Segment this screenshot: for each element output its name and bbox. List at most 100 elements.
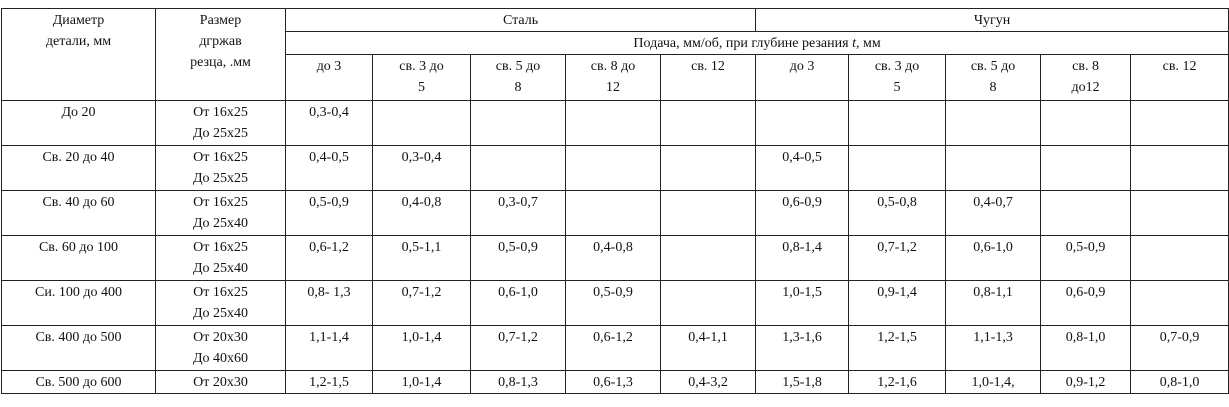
table-row: До 20 От 16x25 До 25x25 0,3-0,4 bbox=[1, 100, 1229, 146]
table-cell: 0,8-1,0 bbox=[1130, 370, 1229, 394]
table-cell: 0,9-1,4 bbox=[848, 280, 947, 326]
table-cell bbox=[565, 100, 661, 146]
header-cell: св. 8 до12 bbox=[1040, 54, 1132, 101]
table-cell: 0,8-1,3 bbox=[470, 370, 566, 394]
table-cell: 0,6-1,2 bbox=[565, 325, 661, 371]
cell-line: дгржав bbox=[199, 34, 242, 49]
table-row: Св. 20 до 40 От 16x25 До 25x25 0,4-0,5 0,3-0… bbox=[1, 145, 1229, 191]
table-cell: 1,0-1,4, bbox=[945, 370, 1042, 394]
table-cell: 0,4-1,1 bbox=[659, 325, 757, 371]
table-cell: 0,8- 1,3 bbox=[285, 280, 373, 326]
table-cell: От 16x25 До 25x25 bbox=[155, 145, 286, 191]
cell-line: Размер bbox=[199, 13, 242, 28]
table-cell: 0,4-3,2 bbox=[659, 370, 757, 394]
feed-table: Диаметр детали, мм Размер дгржав резца, .мм С… bbox=[1, 8, 1229, 394]
table-cell: Св. 40 до 60 bbox=[1, 190, 156, 236]
table-cell: 0,8-1,0 bbox=[1040, 325, 1132, 371]
table-cell: Си. 100 до 400 bbox=[1, 280, 156, 326]
table-cell: 0,4-0,5 bbox=[755, 145, 850, 191]
table-row: Си. 100 до 400 От 16x25 До 25x40 0,8- 1,3 0,… bbox=[1, 280, 1229, 326]
table-cell bbox=[848, 145, 947, 191]
table-cell bbox=[470, 145, 566, 191]
table-cell bbox=[659, 235, 757, 281]
cell-line: До 25x40 bbox=[192, 261, 249, 276]
header-cell: св. 12 bbox=[1130, 54, 1229, 101]
table-cell: 1,0-1,5 bbox=[755, 280, 850, 326]
header-cell: св. 8 до 12 bbox=[565, 54, 661, 101]
table-cell: 0,5-0,9 bbox=[1040, 235, 1132, 281]
table-cell: От 16x25 До 25x40 bbox=[155, 280, 286, 326]
cell-line: От 16x25 bbox=[193, 150, 248, 165]
table-cell bbox=[945, 100, 1042, 146]
cell-line: До 40x60 bbox=[192, 351, 249, 366]
header-row: Подача, мм/об, при глубине резания t, мм bbox=[2, 31, 1229, 55]
table-cell bbox=[1130, 145, 1229, 191]
table-cell bbox=[1040, 145, 1132, 191]
table-cell: 1,0-1,4 bbox=[372, 370, 471, 394]
cell-line: св. 5 до bbox=[970, 59, 1016, 74]
cell-line: св. 5 до bbox=[495, 59, 541, 74]
table-cell: 0,5-0,8 bbox=[848, 190, 947, 236]
table-cell: 1,1-1,4 bbox=[285, 325, 373, 371]
table-row: Св. 400 до 500 От 20x30 До 40x60 1,1-1,4 1,0… bbox=[1, 325, 1229, 371]
table-cell: 0,6-1,3 bbox=[565, 370, 661, 394]
header-cell: св. 3 до 5 bbox=[372, 54, 471, 101]
table-cell bbox=[659, 145, 757, 191]
table-cell: От 16x25 До 25x40 bbox=[155, 190, 286, 236]
cell-line: св. 8 bbox=[1072, 59, 1099, 74]
table-cell: 1,2-1,5 bbox=[285, 370, 373, 394]
table-cell: 0,8-1,4 bbox=[755, 235, 850, 281]
cell-line: До 25x25 bbox=[192, 171, 249, 186]
table-cell: От 20x30 bbox=[155, 370, 286, 394]
table-cell bbox=[1040, 190, 1132, 236]
table-cell: 0,5-1,1 bbox=[372, 235, 471, 281]
table-row: Св. 60 до 100 От 16x25 До 25x40 0,6-1,2 0,5-… bbox=[1, 235, 1229, 281]
header-cell: Диаметр детали, мм bbox=[1, 8, 156, 101]
table-cell bbox=[945, 145, 1042, 191]
cell-line: 5 bbox=[418, 80, 425, 95]
table-cell bbox=[1130, 235, 1229, 281]
table-cell: 1,1-1,3 bbox=[945, 325, 1042, 371]
header-text: , мм bbox=[855, 36, 881, 51]
table-cell bbox=[1040, 100, 1132, 146]
cell-line: 12 bbox=[606, 80, 620, 95]
table-cell: Св. 400 до 500 bbox=[1, 325, 156, 371]
table-cell: 0,4-0,8 bbox=[372, 190, 471, 236]
cell-line: 8 bbox=[989, 80, 997, 95]
table-cell bbox=[565, 190, 661, 236]
cell-line: 8 bbox=[514, 80, 522, 95]
cell-line: св. 12 bbox=[691, 59, 725, 74]
table-cell: 1,3-1,6 bbox=[755, 325, 850, 371]
header-cell: Чугун bbox=[755, 8, 1229, 32]
table-cell: 0,9-1,2 bbox=[1040, 370, 1132, 394]
table-cell bbox=[659, 280, 757, 326]
table-cell: 0,4-0,7 bbox=[945, 190, 1042, 236]
cell-line: Диаметр bbox=[52, 13, 105, 28]
table-cell: 0,6-1,0 bbox=[470, 280, 566, 326]
cell-line: до 3 bbox=[789, 59, 815, 74]
table-cell: 0,5-0,9 bbox=[470, 235, 566, 281]
table-cell bbox=[1130, 100, 1229, 146]
table-header: Диаметр детали, мм Размер дгржав резца, .мм С… bbox=[1, 8, 1229, 101]
table-cell: 0,8-1,1 bbox=[945, 280, 1042, 326]
table-cell bbox=[372, 100, 471, 146]
header-cell: св. 5 до 8 bbox=[945, 54, 1042, 101]
cell-line: детали, мм bbox=[45, 34, 112, 49]
table-cell bbox=[470, 100, 566, 146]
table-cell: От 16x25 До 25x40 bbox=[155, 235, 286, 281]
table-cell bbox=[848, 100, 947, 146]
header-row: Диаметр детали, мм Размер дгржав резца, .мм С… bbox=[1, 8, 1229, 101]
cell-line: От 16x25 bbox=[193, 285, 248, 300]
table-cell: 1,2-1,5 bbox=[848, 325, 947, 371]
table-cell: 0,3-0,4 bbox=[285, 100, 373, 146]
table-cell: От 20x30 До 40x60 bbox=[155, 325, 286, 371]
table-cell bbox=[1130, 190, 1229, 236]
cell-line: св. 3 до bbox=[874, 59, 920, 74]
header-cell: Размер дгржав резца, .мм bbox=[155, 8, 286, 101]
table-cell bbox=[659, 190, 757, 236]
table-cell bbox=[565, 145, 661, 191]
table-cell: 0,3-0,4 bbox=[372, 145, 471, 191]
cell-line: От 16x25 bbox=[193, 105, 248, 120]
cell-line: св. 8 до bbox=[590, 59, 636, 74]
